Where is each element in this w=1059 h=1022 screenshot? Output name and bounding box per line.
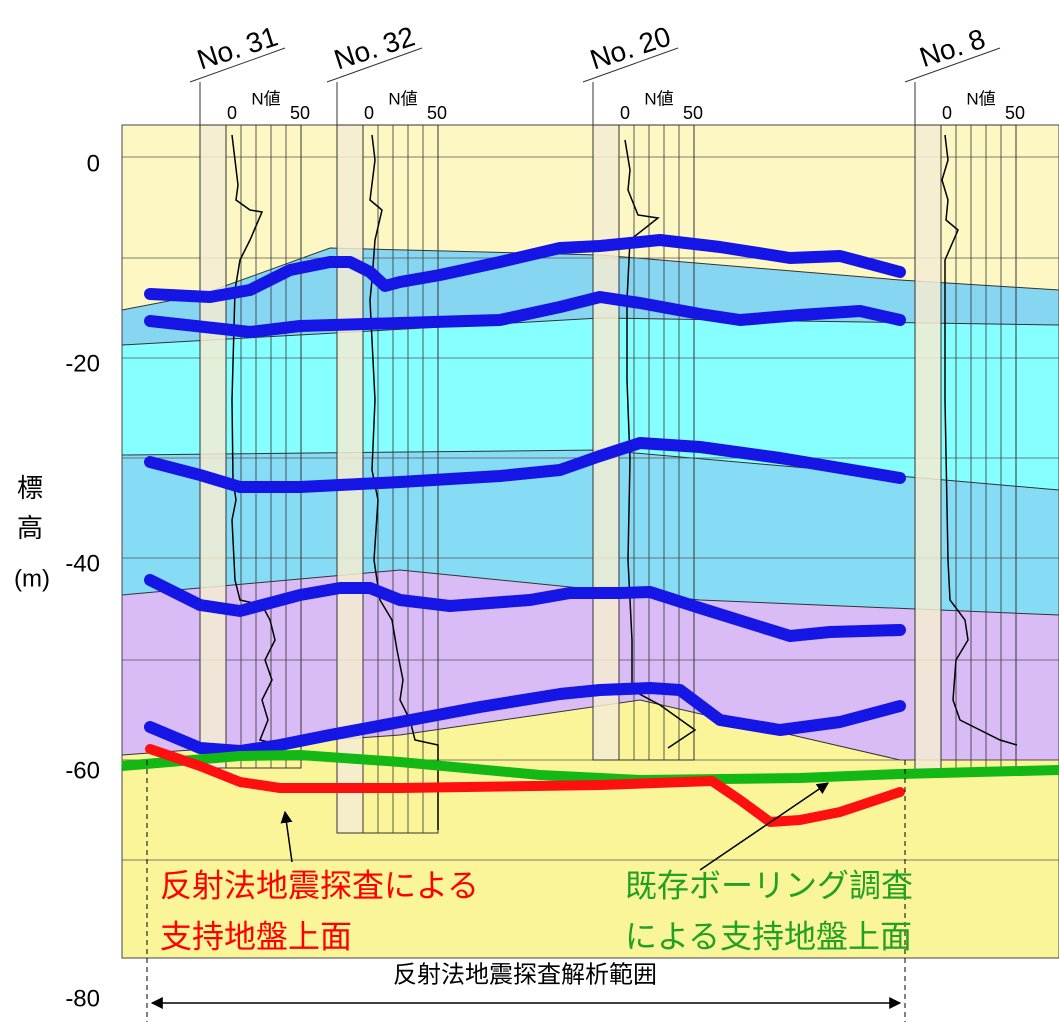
strata-column: [593, 125, 619, 760]
y-tick-label: -40: [65, 550, 100, 577]
n-label: N値: [966, 89, 995, 108]
red-annotation: 反射法地震探査による: [160, 867, 479, 903]
strata-column: [200, 125, 226, 768]
axis-title: 標: [17, 473, 43, 503]
axis-title: 高: [17, 513, 43, 543]
n-max: 50: [427, 103, 447, 123]
n-label: N値: [251, 89, 280, 108]
n-max: 50: [290, 103, 310, 123]
y-tick-label: -80: [65, 985, 100, 1012]
strata-column: [915, 125, 941, 775]
n-label: N値: [644, 89, 673, 108]
n-max: 50: [1005, 103, 1025, 123]
diagram: No. 31N値050No. 32N値050No. 20N値050No. 8N値…: [0, 0, 1059, 1022]
axis-unit: (m): [14, 565, 50, 592]
borehole-name: No. 31: [193, 21, 281, 76]
y-tick-label: -60: [65, 757, 100, 784]
n-min: 0: [942, 103, 952, 123]
y-tick-label: -20: [65, 350, 100, 377]
n-min: 0: [620, 103, 630, 123]
n-label: N値: [388, 89, 417, 108]
green-annotation: による支持地盤上面: [625, 918, 912, 954]
n-max: 50: [683, 103, 703, 123]
green-annotation: 既存ボーリング調査: [625, 867, 913, 903]
borehole-name: No. 32: [330, 21, 418, 76]
y-tick-label: 0: [87, 150, 100, 177]
borehole-name: No. 20: [586, 21, 674, 76]
n-min: 0: [364, 103, 374, 123]
red-annotation: 支持地盤上面: [160, 918, 352, 954]
range-label: 反射法地震探査解析範囲: [393, 961, 657, 988]
n-min: 0: [227, 103, 237, 123]
